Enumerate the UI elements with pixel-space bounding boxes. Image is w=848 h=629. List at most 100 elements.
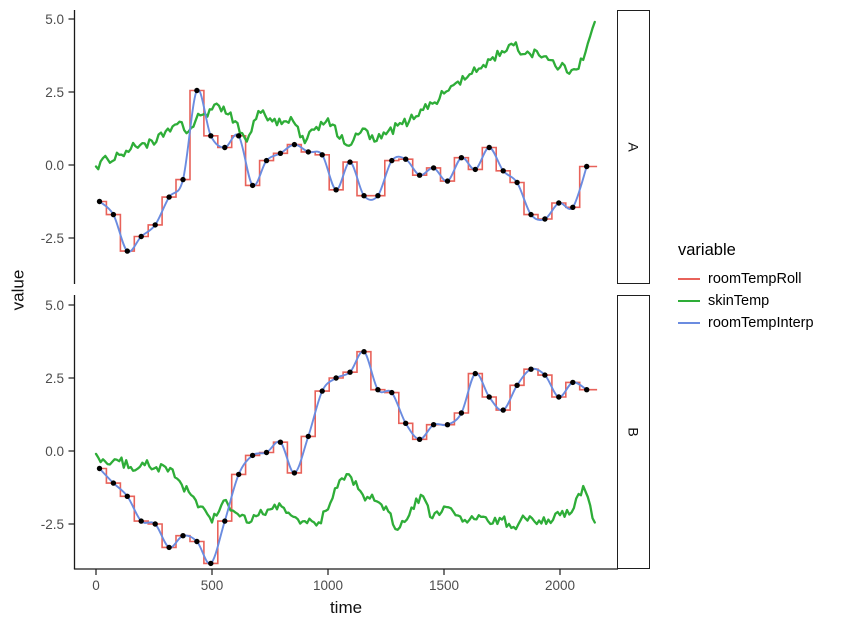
roomTemp-point-a	[152, 222, 158, 228]
roomTemp-point-a	[486, 144, 492, 151]
roomTemp-point-a	[96, 198, 103, 205]
roomTemp-point-b	[389, 389, 395, 396]
roomTemp-point-b	[208, 560, 214, 567]
roomTemp-point-a	[472, 166, 478, 173]
roomTemp-point-a	[430, 165, 437, 171]
y-tick-label: 2.5	[45, 370, 64, 386]
roomTemp-point-a	[444, 178, 451, 184]
roomTemp-point-b	[570, 379, 576, 386]
roomTemp-point-a	[584, 163, 590, 170]
roomTemp-point-a	[375, 193, 381, 199]
roomTemp-point-a	[556, 200, 562, 206]
roomTemp-point-b	[556, 394, 562, 400]
roomTemp-point-a	[542, 216, 548, 222]
y-tick-label: 5.0	[45, 11, 64, 27]
roomTemp-point-a	[347, 159, 353, 165]
roomTemp-point-b	[444, 422, 451, 428]
skinTemp-line-b	[94, 452, 596, 531]
facet-strip-a-label: A	[625, 142, 642, 152]
roomTemp-point-a	[291, 141, 298, 148]
roomTemp-point-b	[472, 370, 478, 377]
y-tick-label: 2.5	[45, 84, 64, 100]
roomTemp-point-a	[403, 156, 409, 162]
x-tick-label: 1000	[312, 578, 344, 593]
roomTemp-point-b	[361, 349, 367, 355]
roomTemp-point-b	[138, 518, 144, 524]
skinTemp-swatch-icon	[678, 299, 700, 303]
facet-strip-b: B	[617, 295, 650, 569]
roomTemp-point-a	[166, 194, 172, 200]
legend-item-label: roomTempInterp	[708, 315, 814, 331]
skinTemp-line-a	[94, 20, 596, 171]
y-tick-label: 0.0	[45, 157, 64, 173]
y-tick-label: -2.5	[40, 516, 64, 532]
roomTemp-point-b	[152, 521, 158, 527]
roomTemp-point-a	[110, 211, 117, 218]
legend-item-label: roomTempRoll	[708, 271, 802, 287]
roomTemp-point-a	[528, 211, 534, 218]
roomTemp-point-b	[514, 382, 520, 388]
roomTemp-point-b	[375, 387, 381, 393]
legend: variable roomTempRoll skinTemp roomTempI…	[678, 241, 814, 334]
roomTemp-point-b	[194, 538, 200, 545]
roomTemp-point-a	[194, 87, 200, 94]
x-tick-label: 2000	[544, 578, 576, 593]
y-tick-label: -2.5	[40, 230, 64, 246]
roomTempInterp-line-b	[98, 350, 588, 565]
roomTemp-point-b	[263, 449, 270, 456]
roomTemp-point-a	[319, 152, 325, 158]
roomTemp-point-b	[124, 493, 130, 499]
roomTemp-point-a	[389, 157, 395, 164]
roomTempRoll-swatch-icon	[678, 277, 700, 281]
roomTemp-point-a	[249, 182, 256, 189]
roomTemp-point-a	[500, 168, 506, 174]
roomTemp-point-a	[277, 150, 284, 156]
legend-item-label: skinTemp	[708, 293, 770, 309]
facet-strip-b-label: B	[625, 427, 642, 437]
roomTemp-point-b	[333, 375, 339, 381]
roomTemp-point-a	[416, 172, 423, 178]
x-axis-title: time	[329, 598, 363, 617]
legend-item-roomTempInterp: roomTempInterp	[678, 312, 814, 334]
roomTemp-point-a	[208, 133, 214, 139]
roomTemp-point-b	[528, 366, 534, 372]
legend-item-roomTempRoll: roomTempRoll	[678, 268, 814, 290]
legend-title: variable	[678, 241, 736, 259]
legend-item-skinTemp: skinTemp	[678, 290, 814, 312]
roomTemp-point-a	[236, 133, 242, 139]
roomTemp-point-a	[570, 204, 576, 210]
roomTemp-point-b	[291, 470, 298, 476]
x-tick-label: 0	[92, 578, 100, 593]
roomTemp-point-b	[486, 394, 492, 400]
roomTemp-point-b	[430, 422, 437, 428]
roomTemp-point-b	[249, 452, 256, 459]
roomTemp-point-b	[305, 433, 311, 440]
roomTemp-point-b	[403, 420, 409, 426]
roomTemp-point-a	[333, 187, 339, 193]
roomTemp-point-a	[458, 155, 465, 161]
roomTemp-point-a	[361, 193, 367, 199]
y-axis-title: value	[8, 269, 28, 311]
roomTemp-point-b	[542, 372, 548, 378]
roomTempInterp-swatch-icon	[678, 321, 700, 325]
roomTemp-point-b	[222, 518, 228, 524]
roomTemp-point-b	[166, 544, 172, 551]
roomTemp-point-a	[180, 176, 186, 183]
facet-strip-a: A	[617, 10, 650, 284]
roomTemp-point-b	[416, 436, 423, 442]
roomTemp-point-b	[277, 439, 284, 445]
roomTemp-point-b	[458, 410, 465, 416]
roomTemp-point-b	[180, 533, 186, 539]
roomTempRoll-line-b	[99, 350, 598, 565]
roomTemp-point-a	[263, 157, 270, 164]
roomTemp-point-a	[124, 248, 130, 254]
roomTemp-point-a	[222, 144, 228, 151]
roomTempRoll-line-a	[99, 89, 598, 252]
x-tick-label: 500	[200, 578, 224, 593]
roomTemp-point-b	[584, 387, 590, 393]
roomTemp-point-a	[138, 233, 144, 240]
roomTemp-point-b	[236, 471, 242, 478]
y-tick-label: 0.0	[45, 443, 64, 459]
